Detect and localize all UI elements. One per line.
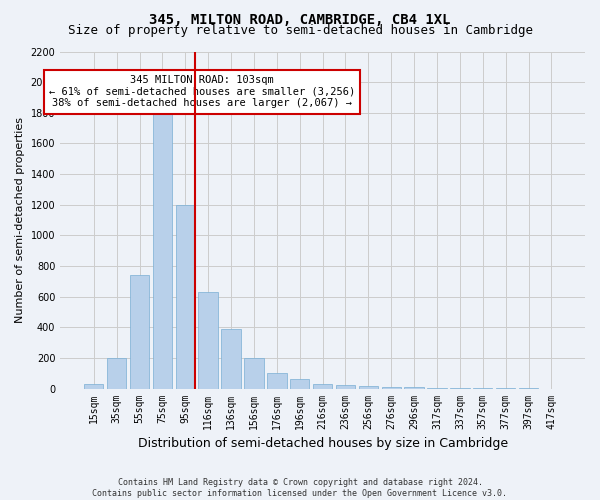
Bar — [152, 102, 172, 389]
Bar — [107, 358, 127, 388]
Bar — [313, 384, 332, 388]
Bar — [290, 380, 310, 388]
Bar — [221, 329, 241, 388]
Bar — [359, 386, 378, 388]
Text: Size of property relative to semi-detached houses in Cambridge: Size of property relative to semi-detach… — [67, 24, 533, 37]
Bar — [267, 373, 287, 388]
Bar — [244, 358, 263, 388]
Bar — [130, 275, 149, 388]
X-axis label: Distribution of semi-detached houses by size in Cambridge: Distribution of semi-detached houses by … — [137, 437, 508, 450]
Text: 345, MILTON ROAD, CAMBRIDGE, CB4 1XL: 345, MILTON ROAD, CAMBRIDGE, CB4 1XL — [149, 12, 451, 26]
Text: 345 MILTON ROAD: 103sqm
← 61% of semi-detached houses are smaller (3,256)
38% of: 345 MILTON ROAD: 103sqm ← 61% of semi-de… — [49, 75, 355, 108]
Bar — [84, 384, 103, 388]
Bar — [176, 204, 195, 388]
Bar — [382, 387, 401, 388]
Y-axis label: Number of semi-detached properties: Number of semi-detached properties — [15, 117, 25, 323]
Text: Contains HM Land Registry data © Crown copyright and database right 2024.
Contai: Contains HM Land Registry data © Crown c… — [92, 478, 508, 498]
Bar — [336, 386, 355, 388]
Bar — [199, 292, 218, 388]
